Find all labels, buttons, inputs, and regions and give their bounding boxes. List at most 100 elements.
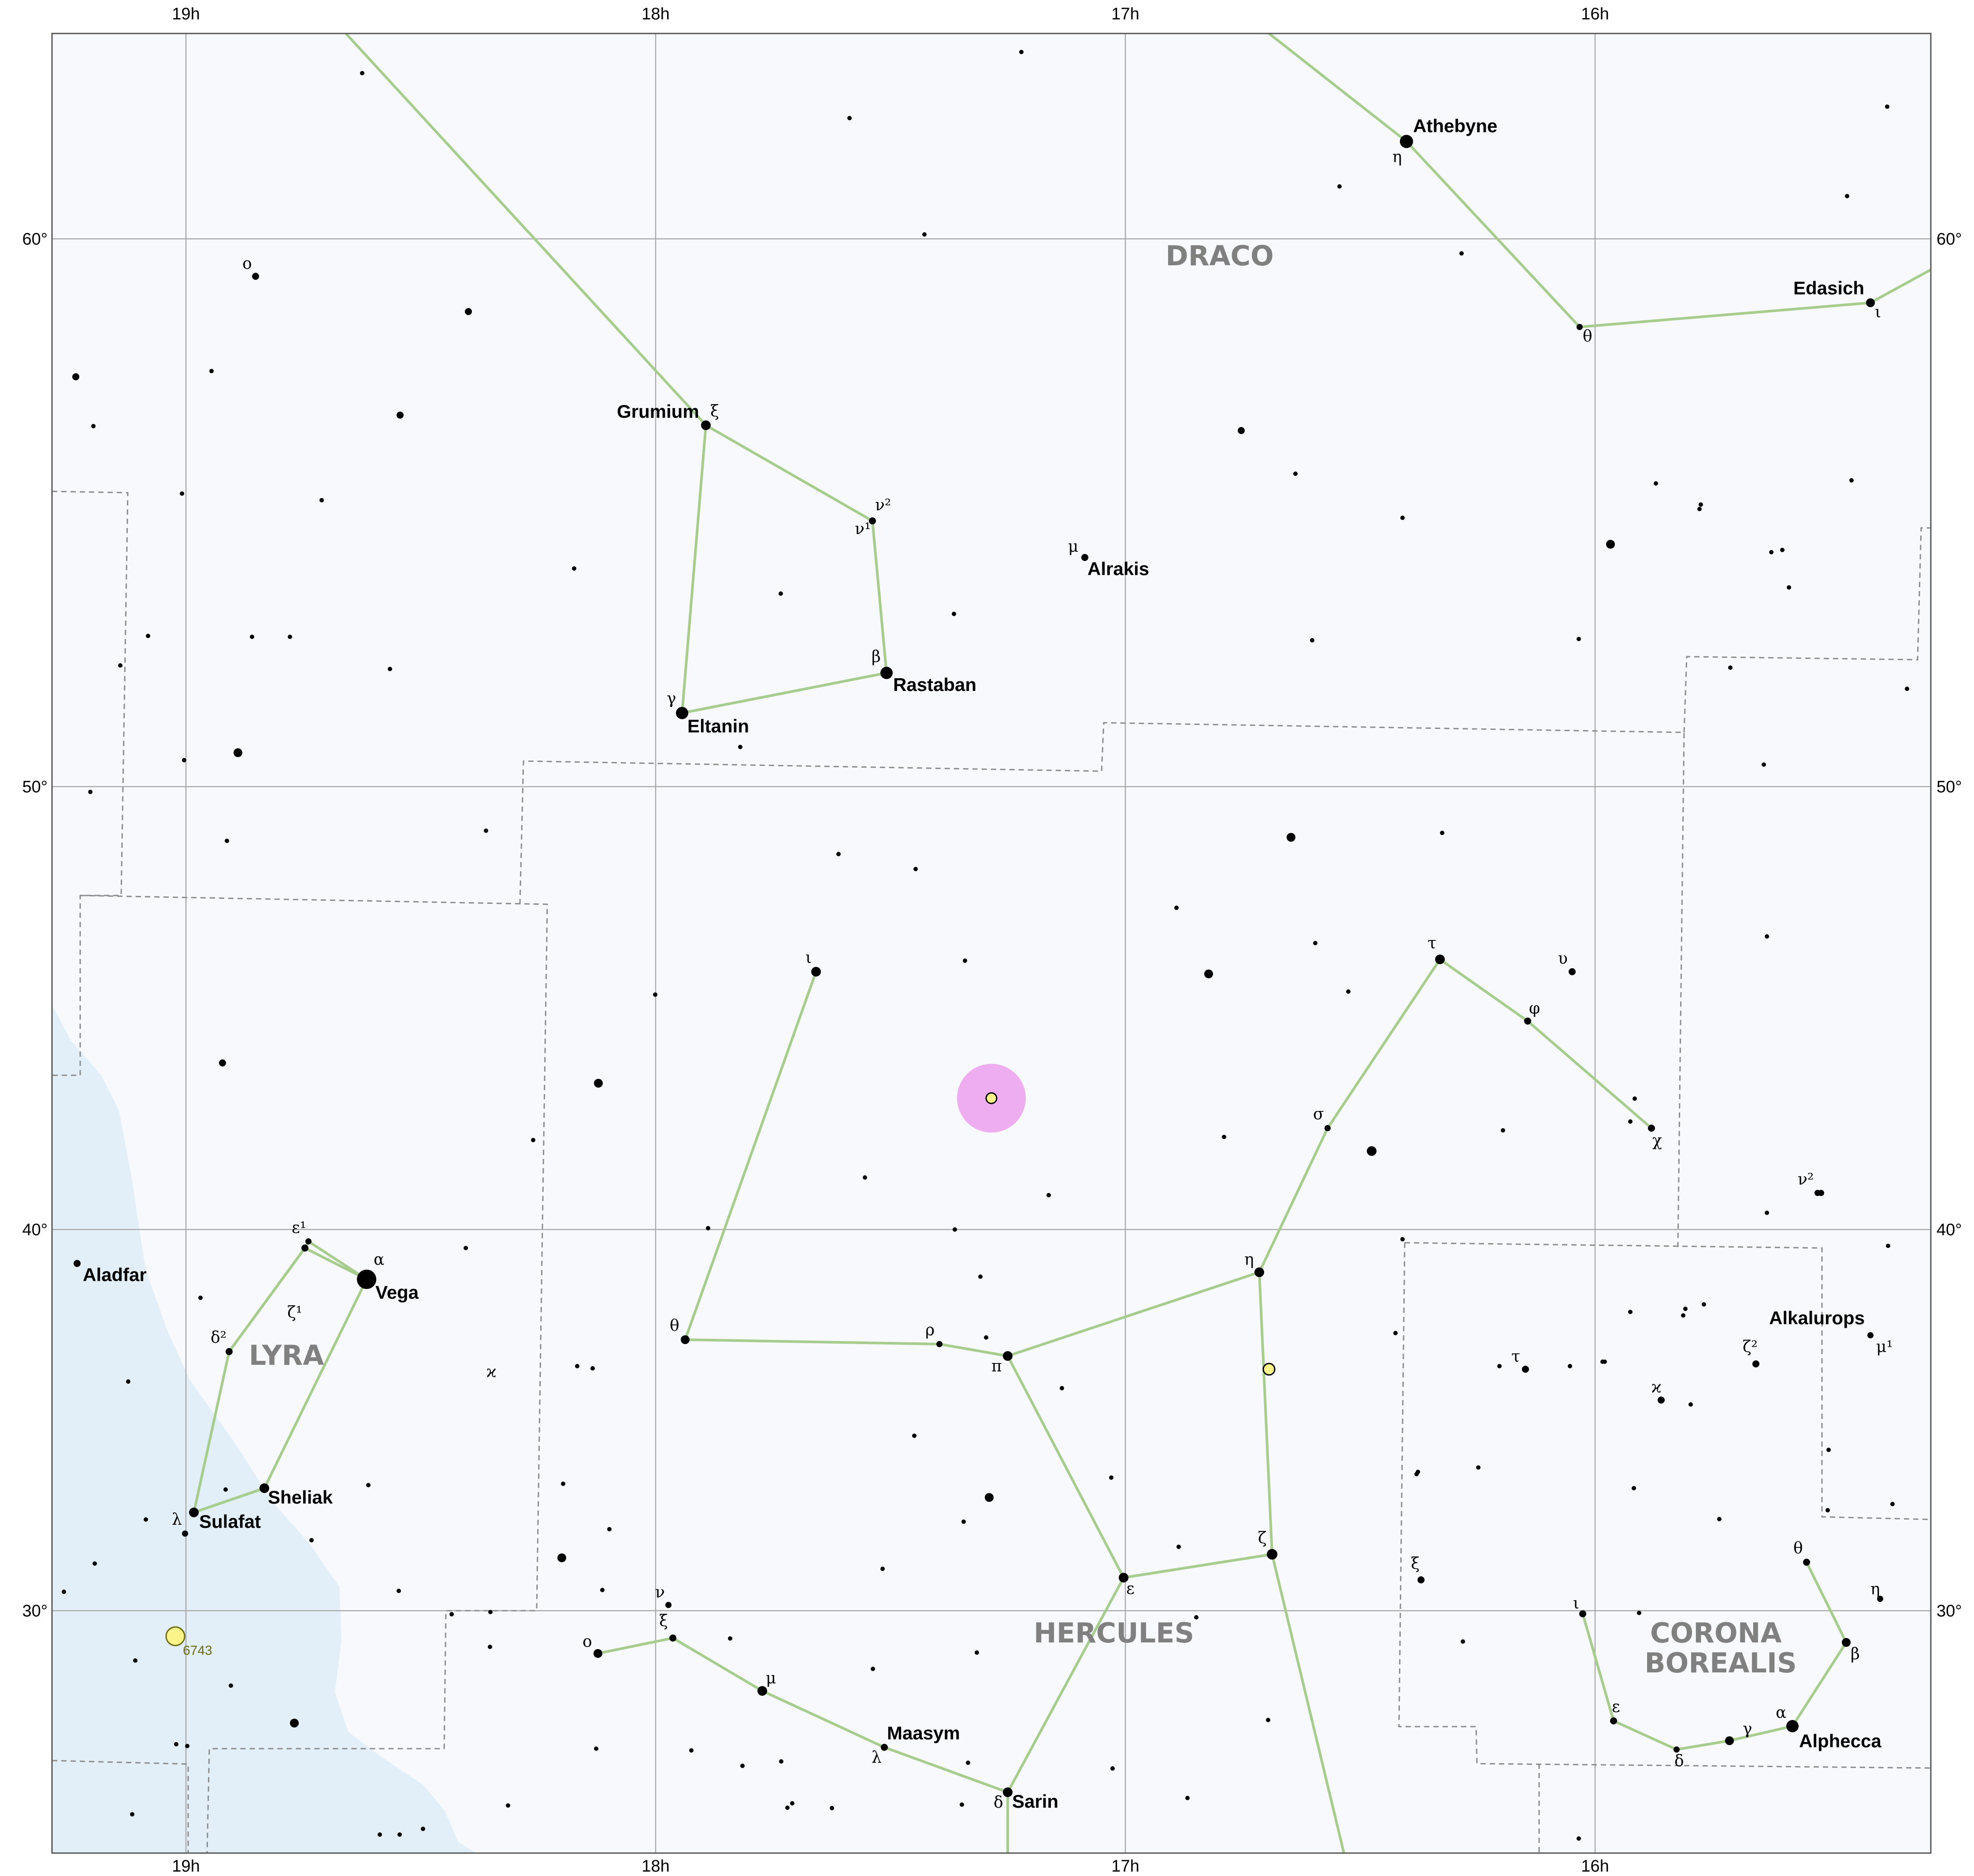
star-marker bbox=[1497, 1364, 1502, 1368]
greek-label: λ bbox=[172, 1511, 182, 1529]
star-marker bbox=[836, 852, 841, 856]
star-marker bbox=[484, 828, 488, 833]
star-marker bbox=[1648, 1125, 1655, 1132]
star-marker bbox=[1681, 1313, 1685, 1318]
star-marker bbox=[975, 1650, 979, 1655]
star-marker bbox=[738, 745, 742, 749]
star-marker bbox=[1459, 251, 1464, 256]
star-marker bbox=[966, 1761, 970, 1765]
greek-label: ζ² bbox=[1743, 1338, 1758, 1356]
star-marker bbox=[290, 1719, 299, 1727]
greek-label: ν¹ bbox=[855, 520, 871, 538]
star-marker bbox=[219, 1059, 226, 1066]
greek-label: α bbox=[1776, 1704, 1786, 1722]
star-marker bbox=[653, 992, 657, 997]
star-name-alkalurops: Alkalurops bbox=[1769, 1308, 1865, 1328]
star-marker bbox=[953, 1227, 957, 1232]
star-name-sulafat: Sulafat bbox=[199, 1511, 261, 1532]
star-marker bbox=[130, 1812, 134, 1817]
star-marker bbox=[309, 1538, 314, 1542]
star-marker bbox=[600, 1588, 605, 1592]
star-marker bbox=[676, 707, 688, 719]
greek-label: λ bbox=[872, 1749, 882, 1767]
star-marker bbox=[223, 1487, 228, 1492]
star-marker bbox=[146, 634, 150, 638]
greek-label: ξ bbox=[1411, 1555, 1420, 1573]
star-marker bbox=[1683, 1307, 1688, 1311]
star-marker bbox=[464, 1246, 468, 1250]
star-marker bbox=[1569, 968, 1576, 975]
star-marker bbox=[607, 1527, 612, 1531]
star-marker bbox=[1845, 194, 1849, 198]
constellation-label-corona-borealis-line2: BOREALIS bbox=[1644, 1647, 1796, 1679]
star-marker bbox=[133, 1658, 137, 1663]
star-marker bbox=[62, 1590, 66, 1594]
star-marker bbox=[881, 1744, 888, 1751]
greek-label: τ bbox=[1511, 1348, 1520, 1366]
greek-label: δ bbox=[1674, 1752, 1684, 1770]
star-marker bbox=[1765, 1211, 1769, 1215]
star-marker bbox=[1222, 1135, 1226, 1139]
star-marker bbox=[1654, 481, 1658, 486]
star-marker bbox=[952, 612, 956, 616]
greek-label: α bbox=[374, 1251, 384, 1269]
star-marker bbox=[252, 273, 259, 280]
star-marker bbox=[1204, 970, 1213, 978]
star-marker bbox=[118, 663, 122, 668]
star-marker bbox=[960, 1802, 964, 1807]
star-marker bbox=[531, 1138, 535, 1142]
ra-labels: 19h 18h 17h 16h 19h 18h 17h 16h bbox=[172, 5, 1609, 1876]
star-marker bbox=[226, 1348, 233, 1355]
star-marker bbox=[1787, 585, 1791, 590]
star-marker bbox=[488, 1610, 493, 1614]
star-name-vega: Vega bbox=[375, 1282, 419, 1303]
star-marker bbox=[260, 1483, 269, 1493]
star-marker bbox=[871, 1667, 875, 1671]
greek-label: ζ¹ bbox=[287, 1304, 302, 1322]
star-marker bbox=[421, 1827, 425, 1831]
star-marker bbox=[1003, 1787, 1013, 1797]
star-marker bbox=[182, 758, 186, 762]
greek-label: ξ bbox=[659, 1612, 668, 1630]
greek-label: ο bbox=[242, 255, 252, 273]
star-marker bbox=[1728, 665, 1733, 670]
star-marker bbox=[575, 1364, 579, 1368]
star-marker bbox=[305, 1238, 312, 1244]
star-marker bbox=[378, 1832, 382, 1837]
star-names: Athebyne Edasich Grumium Alrakis Rastaba… bbox=[83, 115, 1881, 1812]
ra-label-top: 16h bbox=[1581, 5, 1609, 23]
constellation-boundaries bbox=[52, 490, 1931, 1853]
star-name-alrakis: Alrakis bbox=[1087, 558, 1149, 579]
star-marker bbox=[126, 1379, 130, 1384]
star-marker bbox=[1885, 104, 1889, 109]
greek-label: ϰ bbox=[486, 1363, 496, 1381]
constellation-label-corona-borealis: CORONA BOREALIS bbox=[1644, 1617, 1796, 1679]
star-marker bbox=[1254, 1267, 1264, 1277]
star-marker bbox=[740, 1764, 745, 1768]
star-marker bbox=[1119, 1573, 1128, 1583]
star-name-alphecca: Alphecca bbox=[1799, 1731, 1881, 1751]
star-marker bbox=[72, 373, 79, 380]
star-marker bbox=[185, 1744, 189, 1748]
greek-label: ν² bbox=[875, 496, 891, 514]
greek-label: π bbox=[991, 1357, 1002, 1375]
greek-label: σ bbox=[1313, 1105, 1324, 1123]
coordinate-grid bbox=[52, 33, 1931, 1853]
star-marker bbox=[209, 369, 214, 373]
greek-label: θ bbox=[1583, 327, 1592, 345]
star-marker bbox=[594, 1079, 603, 1088]
star-marker bbox=[1367, 1146, 1377, 1156]
star-marker bbox=[880, 667, 893, 679]
star-marker bbox=[1769, 550, 1774, 554]
star-marker bbox=[1842, 1638, 1851, 1647]
cluster-marker bbox=[1262, 1363, 1276, 1376]
star-marker bbox=[779, 1759, 783, 1764]
greek-letters: η θ ι ξ ν² ν¹ μ β γ ο ε¹ α ζ¹ δ² ϰ λ ι θ… bbox=[172, 148, 1893, 1812]
star-marker bbox=[880, 1567, 885, 1571]
ngc6743-marker bbox=[165, 1626, 186, 1646]
star-marker bbox=[1522, 1366, 1529, 1373]
star-marker bbox=[1577, 324, 1583, 330]
star-marker bbox=[978, 1274, 983, 1279]
star-marker bbox=[936, 1341, 942, 1347]
greek-label: η bbox=[1244, 1251, 1254, 1269]
